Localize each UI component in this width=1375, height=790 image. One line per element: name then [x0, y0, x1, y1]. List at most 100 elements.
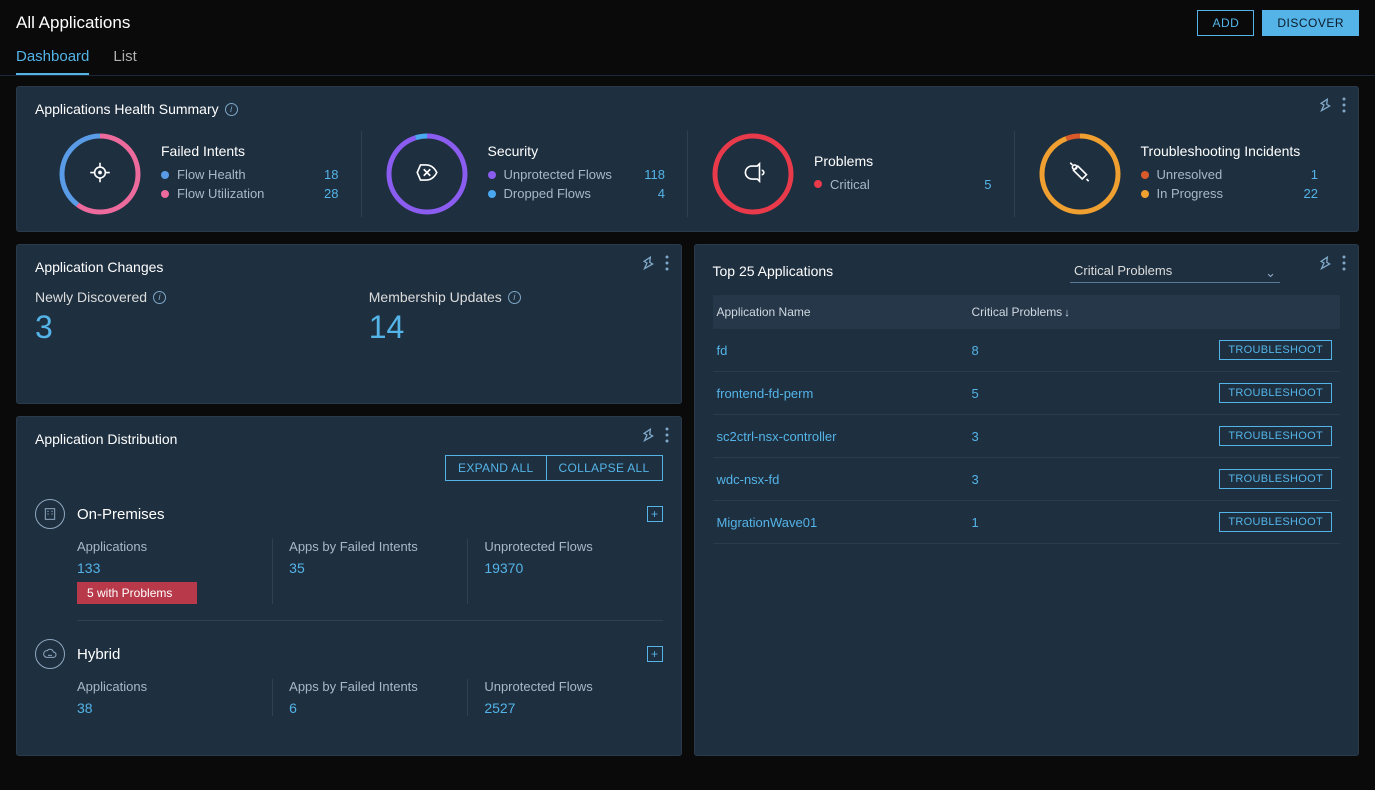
health-ring [57, 131, 143, 217]
problems-count-link[interactable]: 8 [972, 343, 979, 358]
app-link[interactable]: sc2ctrl-nsx-controller [717, 429, 837, 444]
pin-icon[interactable] [639, 427, 655, 446]
troubleshoot-button[interactable]: TROUBLESHOOT [1219, 512, 1332, 532]
target-icon [87, 160, 113, 189]
table-row: wdc-nsx-fd 3 TROUBLESHOOT [713, 458, 1341, 501]
more-icon[interactable] [665, 427, 669, 446]
membership-updates-label: Membership Updates [369, 289, 502, 305]
tab-list[interactable]: List [113, 48, 136, 75]
troubleshoot-button[interactable]: TROUBLESHOOT [1219, 340, 1332, 360]
metric-value-link[interactable]: 28 [311, 186, 339, 201]
tab-dashboard[interactable]: Dashboard [16, 48, 89, 75]
app-link[interactable]: frontend-fd-perm [717, 386, 814, 401]
dist-label: Applications [77, 679, 256, 694]
problem-badge: 5 with Problems [77, 582, 197, 604]
legend-dot [1141, 171, 1149, 179]
pin-icon[interactable] [639, 255, 655, 274]
metric-label: Unprotected Flows [504, 167, 630, 182]
health-summary-title: Applications Health Summary [35, 101, 219, 117]
metric-value-link[interactable]: 18 [311, 167, 339, 182]
dist-label: Unprotected Flows [484, 679, 646, 694]
expand-button[interactable]: + [647, 506, 663, 522]
legend-dot [488, 190, 496, 198]
info-icon[interactable]: i [508, 291, 521, 304]
environment-icon [35, 499, 65, 529]
legend-dot [488, 171, 496, 179]
legend-dot [1141, 190, 1149, 198]
metric-label: Critical [830, 177, 956, 192]
health-card: Security Unprotected Flows 118 Dropped Flo… [362, 131, 689, 217]
health-card-title: Troubleshooting Incidents [1141, 143, 1319, 159]
problems-count-link[interactable]: 3 [972, 429, 979, 444]
problems-count-link[interactable]: 3 [972, 472, 979, 487]
newly-discovered-label: Newly Discovered [35, 289, 147, 305]
dist-value-link[interactable]: 2527 [484, 700, 646, 716]
info-icon[interactable]: i [153, 291, 166, 304]
discover-button[interactable]: DISCOVER [1262, 10, 1359, 36]
pin-icon[interactable] [1316, 97, 1332, 116]
app-link[interactable]: MigrationWave01 [717, 515, 818, 530]
troubleshoot-button[interactable]: TROUBLESHOOT [1219, 426, 1332, 446]
add-button[interactable]: ADD [1197, 10, 1254, 36]
metric-label: Dropped Flows [504, 186, 630, 201]
metric-value-link[interactable]: 118 [637, 167, 665, 182]
info-icon[interactable]: i [225, 103, 238, 116]
dist-value-link[interactable]: 19370 [484, 560, 646, 576]
distribution-section: On-Premises + Applications 133 5 with Pr… [35, 499, 663, 621]
troubleshoot-button[interactable]: TROUBLESHOOT [1219, 383, 1332, 403]
col-app-name[interactable]: Application Name [713, 295, 964, 329]
health-card: Failed Intents Flow Health 18 Flow Utiliza… [35, 131, 362, 217]
dist-value-link[interactable]: 38 [77, 700, 256, 716]
app-distribution-title: Application Distribution [35, 431, 663, 447]
metric-value-link[interactable]: 1 [1290, 167, 1318, 182]
dist-value-link[interactable]: 133 [77, 560, 256, 576]
environment-icon [35, 639, 65, 669]
top-apps-panel: Top 25 Applications Critical Problems ⌄ … [694, 244, 1360, 756]
problems-count-link[interactable]: 1 [972, 515, 979, 530]
table-row: fd 8 TROUBLESHOOT [713, 329, 1341, 372]
sort-desc-icon: ↓ [1064, 307, 1070, 319]
legend-dot [161, 190, 169, 198]
top-apps-title: Top 25 Applications [713, 263, 834, 279]
metric-label: Flow Utilization [177, 186, 303, 201]
newly-discovered-value[interactable]: 3 [35, 309, 329, 346]
dist-label: Apps by Failed Intents [289, 679, 451, 694]
app-link[interactable]: fd [717, 343, 728, 358]
metric-value-link[interactable]: 4 [637, 186, 665, 201]
dist-value-link[interactable]: 35 [289, 560, 451, 576]
health-card-title: Security [488, 143, 666, 159]
dist-label: Applications [77, 539, 256, 554]
expand-all-button[interactable]: EXPAND ALL [446, 456, 546, 480]
health-ring [384, 131, 470, 217]
metric-label: Flow Health [177, 167, 303, 182]
table-row: MigrationWave01 1 TROUBLESHOOT [713, 501, 1341, 544]
dist-label: Apps by Failed Intents [289, 539, 451, 554]
app-changes-panel: Application Changes Newly Discoveredi 3 … [16, 244, 682, 404]
health-card: Troubleshooting Incidents Unresolved 1 In … [1015, 131, 1341, 217]
bell-icon [740, 160, 766, 189]
health-ring [1037, 131, 1123, 217]
metric-label: Unresolved [1157, 167, 1283, 182]
expand-button[interactable]: + [647, 646, 663, 662]
dist-label: Unprotected Flows [484, 539, 646, 554]
more-icon[interactable] [1342, 255, 1346, 274]
more-icon[interactable] [665, 255, 669, 274]
problems-count-link[interactable]: 5 [972, 386, 979, 401]
top-apps-selector[interactable]: Critical Problems [1070, 259, 1280, 283]
metric-value-link[interactable]: 5 [964, 177, 992, 192]
health-summary-panel: Applications Health Summary i Failed Int… [16, 86, 1359, 232]
health-card: Problems Critical5 [688, 131, 1015, 217]
health-card-title: Failed Intents [161, 143, 339, 159]
membership-updates-value[interactable]: 14 [369, 309, 663, 346]
collapse-all-button[interactable]: COLLAPSE ALL [547, 456, 662, 480]
app-link[interactable]: wdc-nsx-fd [717, 472, 780, 487]
table-row: sc2ctrl-nsx-controller 3 TROUBLESHOOT [713, 415, 1341, 458]
dist-value-link[interactable]: 6 [289, 700, 451, 716]
pin-icon[interactable] [1316, 255, 1332, 274]
metric-value-link[interactable]: 22 [1290, 186, 1318, 201]
troubleshoot-button[interactable]: TROUBLESHOOT [1219, 469, 1332, 489]
app-changes-title: Application Changes [35, 259, 663, 275]
col-critical-problems[interactable]: Critical Problems↓ [964, 295, 1184, 329]
more-icon[interactable] [1342, 97, 1346, 116]
metric-label: In Progress [1157, 186, 1283, 201]
